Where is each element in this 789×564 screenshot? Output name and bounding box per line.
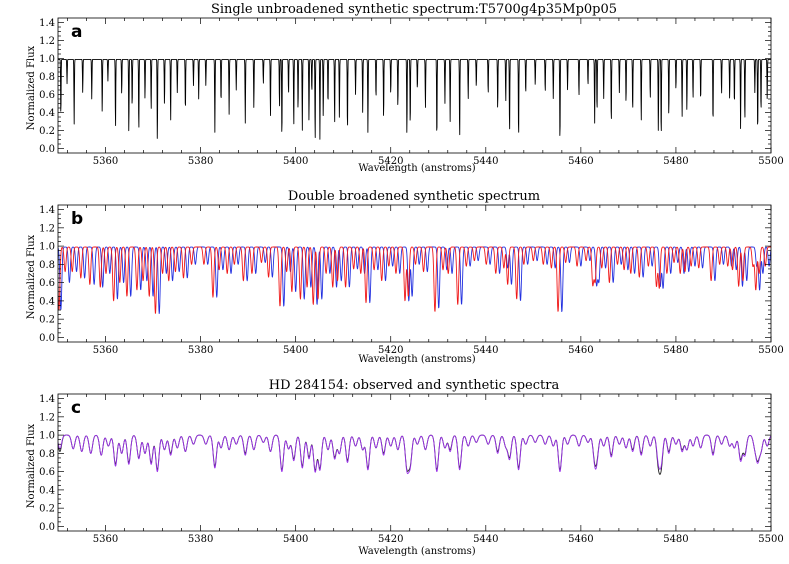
panel-c-ylabel: Normalized Flux	[26, 423, 37, 508]
panel-b-ytick-label: 1.2	[39, 223, 55, 234]
panel-c-xtick-label: 5440	[473, 534, 498, 545]
panel-a-ytick-label: 0.6	[39, 90, 55, 101]
panel-c-ytick-label: 0.4	[39, 485, 55, 496]
panel-a-xtick-label: 5500	[758, 156, 783, 167]
panel-a-ytick-label: 0.4	[39, 108, 55, 119]
panel-c-ytick-label: 1.0	[39, 431, 55, 442]
panel-b-xtick-label: 5440	[473, 345, 498, 356]
panel-b-xtick-label: 5400	[283, 345, 308, 356]
panel-a-plot: 5360 5380 5400 5420 5440 5460 5480 5500 0.0 0.2 0.…	[39, 17, 784, 167]
panel-a: Single unbroadened synthetic spectrum:T5…	[26, 2, 784, 174]
panel-c-xtick-label: 5360	[93, 534, 118, 545]
panel-c-xtick-label: 5380	[188, 534, 213, 545]
panel-c-xtick-label: 5500	[758, 534, 783, 545]
panel-b-ytick-label: 0.6	[39, 278, 55, 289]
panel-a-xtick-label: 5460	[568, 156, 593, 167]
panel-c-frame	[57, 393, 772, 532]
panel-c-xtick-label: 5460	[568, 534, 593, 545]
panel-b-ytick-label: 1.4	[39, 205, 55, 216]
panel-a-xtick-label: 5440	[473, 156, 498, 167]
panel-c-xtick-label: 5420	[378, 534, 403, 545]
panel-a-ytick-label: 0.0	[39, 144, 55, 155]
panel-a-label: a	[71, 22, 82, 42]
panel-b-xtick-label: 5420	[378, 345, 403, 356]
panel-b-ytick-label: 0.8	[39, 260, 55, 271]
panel-c-ytick-label: 1.2	[39, 412, 55, 423]
panel-c-xlabel: Wavelength (anstroms)	[358, 546, 475, 557]
panel-b-xtick-label: 5360	[93, 345, 118, 356]
panel-b-title: Double broadened synthetic spectrum	[288, 189, 540, 204]
panel-b-plot: 5360 5380 5400 5420 5440 5460 5480 5500 0.0 0.2 0.…	[39, 204, 784, 356]
panel-b-series-1	[58, 246, 771, 315]
panel-a-xtick-label: 5420	[378, 156, 403, 167]
panel-c-ytick-label: 0.8	[39, 449, 55, 460]
panel-c-label: c	[71, 398, 81, 418]
panel-c: HD 284154: observed and synthetic spectr…	[26, 378, 784, 557]
panel-b-ytick-label: 0.0	[39, 333, 55, 344]
panel-a-xtick-label: 5480	[663, 156, 688, 167]
panel-c-ytick-label: 0.0	[39, 522, 55, 533]
panel-b-label: b	[71, 209, 83, 229]
panel-b-xlabel: Wavelength (anstroms)	[358, 354, 475, 365]
panel-c-ytick-label: 0.2	[39, 504, 55, 515]
panel-b-xtick-label: 5460	[568, 345, 593, 356]
panel-c-ytick-label: 1.4	[39, 394, 55, 405]
panel-b-xtick-label: 5480	[663, 345, 688, 356]
panel-c-xtick-label: 5400	[283, 534, 308, 545]
panel-a-ytick-label: 1.0	[39, 54, 55, 65]
panel-b-xtick-label: 5380	[188, 345, 213, 356]
panel-b-series-2	[58, 246, 771, 314]
panel-a-xtick-label: 5360	[93, 156, 118, 167]
panel-a-ytick-label: 0.2	[39, 126, 55, 137]
panel-c-title: HD 284154: observed and synthetic spectr…	[269, 378, 560, 393]
panel-b: Double broadened synthetic spectrum 5360…	[26, 189, 784, 365]
panel-a-ytick-label: 0.8	[39, 72, 55, 83]
panel-c-plot: 5360 5380 5400 5420 5440 5460 5480 5500 0.0 0.2 0.…	[39, 393, 784, 545]
panel-b-ytick-label: 0.2	[39, 315, 55, 326]
panel-a-xtick-label: 5380	[188, 156, 213, 167]
panel-a-series-1	[58, 58, 771, 140]
panel-a-xlabel: Wavelength (anstroms)	[358, 163, 475, 174]
panel-c-series-2	[58, 434, 771, 475]
panel-b-ytick-label: 0.4	[39, 296, 55, 307]
panel-c-xtick-label: 5480	[663, 534, 688, 545]
panel-b-ylabel: Normalized Flux	[26, 234, 37, 319]
panel-a-title: Single unbroadened synthetic spectrum:T5…	[211, 2, 617, 17]
panel-b-ytick-label: 1.0	[39, 242, 55, 253]
panel-a-ylabel: Normalized Flux	[26, 45, 37, 130]
panel-b-xtick-label: 5500	[758, 345, 783, 356]
panel-a-xtick-label: 5400	[283, 156, 308, 167]
panel-a-ytick-label: 1.4	[39, 18, 55, 29]
panel-c-ytick-label: 0.6	[39, 467, 55, 478]
panel-a-ytick-label: 1.2	[39, 36, 55, 47]
